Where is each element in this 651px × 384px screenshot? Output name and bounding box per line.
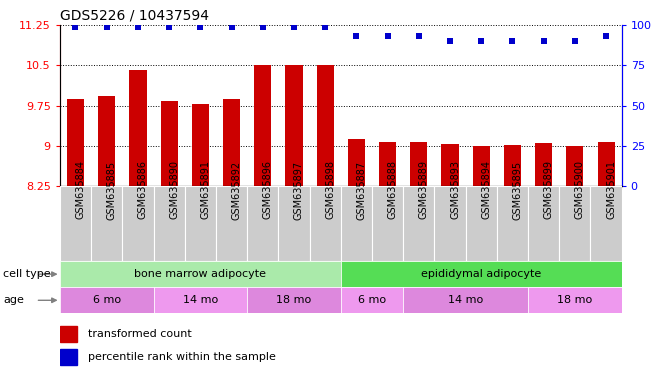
Bar <box>98 96 115 186</box>
Point <box>133 23 143 30</box>
Bar <box>247 287 340 313</box>
Text: transformed count: transformed count <box>88 329 192 339</box>
Bar <box>434 186 465 261</box>
Point <box>164 23 174 30</box>
Point <box>320 23 331 30</box>
Bar <box>348 139 365 186</box>
Bar <box>403 186 434 261</box>
Bar <box>60 349 77 365</box>
Bar <box>192 104 209 186</box>
Text: 14 mo: 14 mo <box>183 295 218 305</box>
Bar <box>465 186 497 261</box>
Text: GSM635886: GSM635886 <box>138 161 148 220</box>
Bar <box>316 65 334 186</box>
Bar <box>254 65 271 186</box>
Bar <box>122 186 154 261</box>
Point <box>227 23 237 30</box>
Bar <box>216 186 247 261</box>
Text: GSM635895: GSM635895 <box>512 161 523 220</box>
Point <box>507 38 518 44</box>
Bar <box>154 287 247 313</box>
Text: 18 mo: 18 mo <box>277 295 312 305</box>
Bar <box>379 142 396 186</box>
Text: GSM635890: GSM635890 <box>169 161 179 220</box>
Bar <box>598 142 615 186</box>
Text: bone marrow adipocyte: bone marrow adipocyte <box>134 269 266 279</box>
Bar <box>504 145 521 186</box>
Bar <box>60 261 340 287</box>
Point <box>102 23 112 30</box>
Text: GSM635892: GSM635892 <box>232 161 242 220</box>
Bar <box>161 101 178 186</box>
Text: GSM635898: GSM635898 <box>326 161 335 220</box>
Point <box>601 33 611 39</box>
Text: percentile rank within the sample: percentile rank within the sample <box>88 352 276 362</box>
Text: epididymal adipocyte: epididymal adipocyte <box>421 269 542 279</box>
Bar <box>154 186 185 261</box>
Text: GSM635900: GSM635900 <box>575 161 585 220</box>
Point <box>476 38 486 44</box>
Bar <box>473 146 490 186</box>
Text: 18 mo: 18 mo <box>557 295 592 305</box>
Text: GSM635899: GSM635899 <box>544 161 553 220</box>
Point <box>195 23 206 30</box>
Text: 6 mo: 6 mo <box>92 295 121 305</box>
Bar <box>528 186 559 261</box>
Text: GSM635896: GSM635896 <box>263 161 273 220</box>
Text: GSM635894: GSM635894 <box>481 161 492 220</box>
Text: GSM635884: GSM635884 <box>76 161 85 220</box>
Bar <box>91 186 122 261</box>
Point <box>413 33 424 39</box>
Text: GSM635897: GSM635897 <box>294 161 304 220</box>
Bar <box>60 287 154 313</box>
Text: 6 mo: 6 mo <box>358 295 386 305</box>
Point <box>351 33 361 39</box>
Text: GDS5226 / 10437594: GDS5226 / 10437594 <box>60 8 209 22</box>
Text: GSM635889: GSM635889 <box>419 161 429 220</box>
Bar <box>130 70 146 186</box>
Text: GSM635901: GSM635901 <box>606 161 616 220</box>
Text: GSM635888: GSM635888 <box>387 161 398 220</box>
Text: age: age <box>3 295 24 305</box>
Text: GSM635891: GSM635891 <box>201 161 210 220</box>
Bar <box>60 186 91 261</box>
Bar <box>559 186 590 261</box>
Point <box>445 38 455 44</box>
Bar <box>535 143 552 186</box>
Bar <box>340 287 403 313</box>
Text: GSM635893: GSM635893 <box>450 161 460 220</box>
Bar <box>372 186 403 261</box>
Bar <box>247 186 279 261</box>
Bar <box>223 99 240 186</box>
Text: GSM635885: GSM635885 <box>107 161 117 220</box>
Bar <box>285 65 303 186</box>
Bar <box>528 287 622 313</box>
Bar <box>403 287 528 313</box>
Bar <box>185 186 216 261</box>
Point <box>70 23 81 30</box>
Point <box>382 33 393 39</box>
Bar <box>67 99 84 186</box>
Point <box>289 23 299 30</box>
Bar <box>566 146 583 186</box>
Bar <box>340 261 622 287</box>
Text: 14 mo: 14 mo <box>448 295 483 305</box>
Point <box>258 23 268 30</box>
Bar <box>410 142 428 186</box>
Bar <box>340 186 372 261</box>
Text: cell type: cell type <box>3 269 51 279</box>
Point <box>570 38 580 44</box>
Bar <box>441 144 458 186</box>
Bar <box>497 186 528 261</box>
Text: GSM635887: GSM635887 <box>356 161 367 220</box>
Point <box>538 38 549 44</box>
Bar <box>310 186 340 261</box>
Bar <box>60 326 77 342</box>
Bar <box>279 186 310 261</box>
Bar <box>590 186 622 261</box>
